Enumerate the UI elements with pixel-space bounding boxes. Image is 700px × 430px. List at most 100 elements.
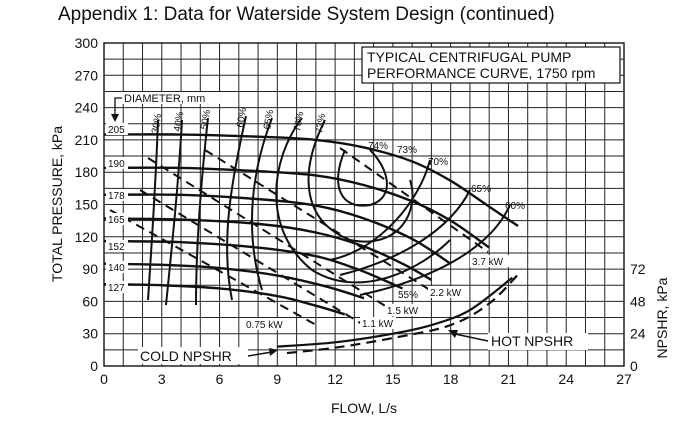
y2-tick-label: 24: [630, 326, 646, 342]
eff-curve-30: [147, 119, 159, 301]
diameter-label-152: 152: [108, 242, 125, 253]
x-tick-label: 12: [327, 371, 343, 387]
y2-tick-label: 72: [630, 261, 646, 277]
page-title: Appendix 1: Data for Waterside System De…: [58, 4, 555, 25]
x-tick-label: 24: [558, 371, 574, 387]
eff-label-60: 60%: [235, 107, 249, 129]
eff-curve-50: [195, 117, 209, 306]
eff-label-74: 74%: [368, 141, 388, 152]
eff-curve-74: [337, 149, 388, 207]
y-tick-label: 270: [75, 67, 99, 83]
y-tick-label: 240: [75, 100, 99, 116]
diameter-curve-205: [103, 133, 519, 228]
diameter-label-205: 205: [108, 125, 125, 136]
power-line-37: [339, 147, 489, 253]
power-label-15: 1.5 kW: [387, 306, 419, 317]
y-tick-label: 180: [75, 164, 99, 180]
power-label-22: 2.2 kW: [430, 288, 462, 299]
y-tick-label: 30: [82, 326, 98, 342]
diameter-curve-152: [103, 239, 404, 290]
diameter-curve-190: [103, 166, 490, 249]
eff-label-65b: 65%: [471, 184, 491, 195]
power-label-37: 3.7 kW: [472, 257, 504, 268]
diameter-labels: 205 190 178 165 152 140 127: [106, 123, 128, 294]
power-labels: 0.75 kW 1.1 kW 1.5 kW 2.2 kW 3.7 kW: [244, 255, 510, 331]
eff-curve-60b: [359, 204, 511, 296]
x-tick-label: 3: [158, 371, 166, 387]
x-tick-label: 9: [273, 371, 281, 387]
cold-npshr-label: COLD NPSHR: [140, 348, 232, 364]
eff-label-55: 55%: [398, 290, 418, 301]
title-box: [361, 46, 621, 84]
diameter-label-190: 190: [108, 159, 125, 170]
eff-label-70: 70%: [292, 111, 306, 133]
y-tick-label: 0: [90, 358, 98, 374]
power-label-075: 0.75 kW: [246, 320, 283, 331]
eff-label-65: 65%: [262, 109, 276, 131]
hot-npshr-label: HOT NPSHR: [491, 333, 573, 349]
y2-axis-title: NPSHR, kPa: [654, 277, 670, 358]
diameter-curve-178: [103, 193, 452, 265]
eff-curve-70b: [329, 159, 431, 261]
diameter-label-178: 178: [108, 191, 125, 202]
eff-label-73b: 73%: [397, 145, 417, 156]
eff-label-30: 30%: [150, 113, 164, 135]
y-tick-label: 210: [75, 132, 99, 148]
x-tick-label: 18: [443, 371, 459, 387]
title-box-line-1: TYPICAL CENTRIFUGAL PUMP: [367, 49, 571, 65]
diameter-label-165: 165: [108, 215, 125, 226]
x-tick-label: 27: [616, 371, 632, 387]
cold-npshr-arrow: [269, 348, 278, 356]
diameter-curves: [103, 133, 519, 316]
diameter-label: DIAMETER, mm: [124, 93, 205, 105]
diameter-arrow-head: [111, 114, 119, 122]
eff-curve-65b: [339, 189, 471, 276]
eff-label-73: 73%: [314, 113, 328, 135]
y-tick-label: 60: [82, 293, 98, 309]
cold-npshr-box: [138, 347, 248, 364]
eff-label-70b: 70%: [428, 157, 448, 168]
eff-label-40: 40%: [172, 111, 186, 133]
diameter-arrow: [114, 97, 122, 118]
y-tick-label: 90: [82, 261, 98, 277]
efficiency-curves: [147, 115, 511, 306]
diameter-label-bg: [120, 92, 220, 104]
axis-ticks: 0 3 6 9 12 15 18 21 24 27030609012015018021024027…: [75, 35, 646, 387]
hot-npshr-arrow: [448, 330, 458, 338]
power-line-11: [139, 189, 363, 325]
x-tick-label: 15: [385, 371, 401, 387]
y2-tick-label: 0: [630, 358, 638, 374]
cold-npshr-leader: [247, 351, 273, 357]
y-axis-title: TOTAL PRESSURE, kPa: [49, 126, 65, 282]
eff-curve-40: [165, 119, 183, 306]
eff-curve-70: [275, 117, 451, 284]
power-lines: [109, 147, 489, 327]
x-axis-title: FLOW, L/s: [331, 400, 397, 416]
eff-label-60b: 60%: [505, 201, 525, 212]
x-tick-label: 6: [216, 371, 224, 387]
npshr-curves: [277, 273, 519, 355]
hot-npshr-leader: [454, 333, 489, 342]
y-tick-label: 300: [75, 35, 99, 51]
power-label-11: 1.1 kW: [362, 319, 394, 330]
diameter-curve-165: [103, 217, 432, 281]
y2-tick-label: 48: [630, 293, 646, 309]
x-tick-label: 21: [501, 371, 517, 387]
x-tick-label: 0: [100, 371, 108, 387]
efficiency-labels: 30% 40% 50% 60% 65% 70% 73% 74% 73% 70% …: [150, 107, 525, 301]
hot-npshr-box: [488, 333, 588, 350]
diameter-label-127: 127: [108, 283, 125, 294]
diameter-curve-127: [103, 282, 346, 316]
title-box-line-2: PERFORMANCE CURVE, 1750 rpm: [367, 65, 595, 81]
diameter-curve-140: [103, 262, 365, 300]
plot-frame: [103, 42, 625, 367]
power-line-15: [147, 157, 396, 313]
eff-curve-65: [251, 117, 273, 291]
y-tick-label: 150: [75, 197, 99, 213]
hot-npshr-curve: [286, 273, 519, 355]
diameter-label-140: 140: [108, 263, 125, 274]
y-tick-label: 120: [75, 229, 99, 245]
power-line-075: [109, 209, 319, 327]
eff-label-50: 50%: [199, 109, 213, 131]
